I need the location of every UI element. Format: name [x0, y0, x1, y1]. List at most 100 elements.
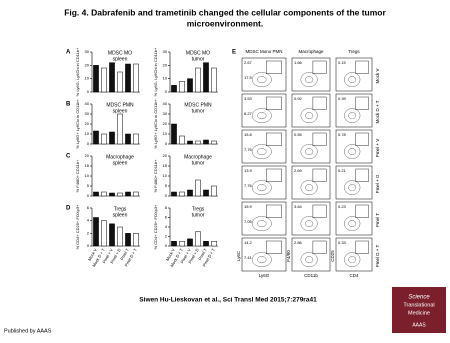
gate-percent: 0.55: [294, 132, 303, 137]
panel-label: D: [66, 206, 71, 212]
bar: [117, 71, 123, 93]
gate-percent: 3.64: [294, 204, 303, 209]
bar: [179, 241, 185, 247]
y-tick-label: 2: [165, 234, 168, 239]
bar: [133, 191, 139, 197]
contour: [344, 252, 361, 268]
contour: [348, 112, 357, 120]
gate-percent: 0.33: [338, 240, 347, 245]
y-tick-label: 30: [85, 49, 90, 54]
y-axis-label: % F4/80+ CD11b+: [153, 159, 158, 192]
chart-title: MDSC MO: [108, 50, 132, 56]
bar: [203, 62, 209, 93]
chart-title: tumor: [192, 56, 205, 62]
bar: [195, 231, 201, 247]
chart-title: tumor: [192, 160, 205, 166]
gate: [312, 60, 327, 74]
gate: [312, 132, 327, 146]
gate: [355, 60, 369, 74]
bar: [101, 133, 107, 145]
contour: [344, 144, 361, 160]
contour: [251, 252, 272, 268]
bar: [195, 67, 201, 93]
contour: [300, 252, 318, 268]
y-tick-label: 0: [87, 89, 90, 94]
contour: [348, 148, 357, 156]
flow-plot: [335, 165, 373, 200]
gate-percent: 17.5: [244, 75, 253, 80]
flow-plot: [335, 57, 373, 92]
y-tick-label: 6: [165, 215, 168, 220]
flow-plot: [291, 165, 331, 200]
y-tick-label: 10: [163, 131, 168, 136]
contour: [257, 256, 267, 264]
flow-plot: [291, 201, 331, 236]
bar: [109, 131, 115, 145]
bar: [101, 191, 107, 197]
bar: [211, 241, 217, 247]
bar: [187, 238, 193, 247]
y-tick-label: 20: [163, 153, 168, 158]
flow-plot: [241, 57, 287, 92]
y-axis-label: % Ly6G- Ly6Chi in CD11b+: [75, 47, 80, 96]
y-axis-label: CD25: [330, 250, 335, 262]
contour: [348, 76, 357, 84]
panel-label: C: [66, 154, 71, 160]
contour: [251, 108, 272, 124]
logo-box: [392, 287, 446, 333]
row-label: Pmel D + T: [375, 244, 380, 267]
gate-percent: 13.9: [244, 168, 253, 173]
panel-label: A: [66, 50, 71, 56]
contour: [305, 76, 314, 84]
bar: [125, 233, 131, 247]
bar: [93, 191, 99, 197]
contour: [348, 220, 357, 228]
y-tick-label: 2: [87, 230, 90, 235]
bar: [133, 133, 139, 145]
gate: [355, 132, 369, 146]
y-tick-label: 0: [165, 89, 168, 94]
bar: [125, 63, 131, 93]
gate: [266, 204, 282, 218]
y-tick-label: 5: [87, 183, 90, 188]
bar: [117, 113, 123, 145]
contour: [305, 148, 314, 156]
contour: [257, 220, 267, 228]
contour: [348, 256, 357, 264]
y-tick-label: 20: [163, 62, 168, 67]
bar: [109, 62, 115, 93]
contour: [344, 72, 361, 88]
y-axis-label: F4/80: [286, 250, 291, 262]
chart-title: Macrophage: [106, 154, 134, 160]
contour: [300, 72, 318, 88]
gate: [355, 96, 369, 110]
row-label: Pmel + D: [375, 174, 380, 193]
y-tick-label: 6: [87, 205, 90, 210]
x-axis-label: CD4: [349, 273, 358, 278]
bar: [211, 67, 217, 93]
flow-plot: [241, 201, 287, 236]
bar: [93, 130, 99, 145]
contour: [305, 112, 314, 120]
chart-title: Tregs: [192, 206, 205, 212]
y-axis-label: % F4/80+ CD11b+: [75, 159, 80, 192]
gate-percent: 0.21: [338, 168, 347, 173]
bar: [195, 140, 201, 145]
bar: [133, 63, 139, 93]
title-line: microenvironment.: [187, 18, 264, 28]
bar: [93, 217, 99, 247]
gate-percent: 7.41: [244, 255, 253, 260]
logo-text: Science: [408, 295, 430, 301]
y-tick-label: 10: [163, 173, 168, 178]
gate-percent: 0.15: [338, 60, 347, 65]
x-tick-label: Mock V: [87, 247, 98, 261]
bar: [125, 191, 131, 197]
contour: [251, 216, 272, 232]
flow-plot: [241, 93, 287, 128]
bar: [171, 123, 177, 145]
gate-percent: 1.66: [294, 60, 303, 65]
contour: [344, 216, 361, 232]
x-axis-label: Ly6G: [259, 273, 270, 278]
